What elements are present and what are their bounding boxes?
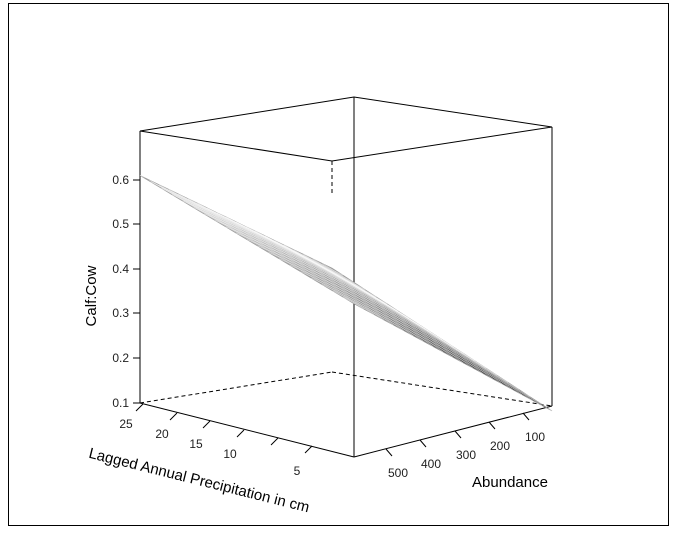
x-tick-label: 10 — [223, 447, 237, 461]
surface-grid-line-precip — [187, 198, 404, 331]
surface-grid — [139, 175, 553, 412]
surface-grid-line-abundance — [321, 284, 520, 390]
y-tick-labels: 500 400 300 200 100 — [388, 430, 545, 480]
y-axis — [385, 412, 530, 457]
y-tick-mark — [419, 439, 427, 448]
surface-grid-line-abundance — [311, 277, 509, 383]
surface-grid-line-precip — [197, 203, 414, 337]
z-tick-label: 0.6 — [112, 173, 129, 187]
x-tick-label: 5 — [294, 464, 301, 478]
y-tick-label: 300 — [456, 448, 476, 462]
surface-grid-line-precip — [149, 179, 365, 310]
surface-grid-line-precip — [139, 175, 355, 304]
y-tick-label: 500 — [388, 466, 408, 480]
box-edge-bottom-right — [353, 405, 553, 458]
z-tick-label: 0.4 — [112, 262, 129, 276]
x-tick-mark — [169, 412, 178, 421]
z-axis — [133, 179, 140, 404]
surface-grid-line-precip — [168, 189, 384, 321]
surface-grid-line-precip — [216, 212, 434, 347]
y-tick-mark — [385, 448, 393, 457]
figure-border — [8, 3, 669, 526]
surface-grid-line-abundance — [300, 271, 498, 376]
z-tick-label: 0.5 — [112, 217, 129, 231]
box-edge-bottom-left — [139, 402, 355, 458]
x-axis — [135, 403, 313, 454]
surface-grid-line-abundance — [332, 290, 531, 397]
surface-grid-line-abundance — [257, 245, 454, 347]
y-tick-label: 400 — [421, 457, 441, 471]
surface-grid-line-precip — [207, 207, 424, 342]
z-tick-label: 0.3 — [112, 306, 129, 320]
y-axis-label: Abundance — [472, 474, 548, 491]
y-tick-mark — [522, 412, 530, 421]
surface-grid-line-abundance — [278, 258, 476, 362]
surface-grid-line-precip — [178, 193, 394, 326]
surface-grid-line-abundance — [343, 297, 542, 405]
x-tick-mark — [304, 445, 313, 454]
surface-grid-line-precip — [226, 216, 444, 353]
box-edge-back-left-hidden — [139, 371, 333, 404]
x-tick-labels: 25 20 15 10 5 — [119, 417, 300, 478]
z-axis-label: Calf:Cow — [83, 265, 100, 326]
x-tick-mark — [236, 429, 245, 438]
top-face — [139, 96, 553, 162]
surface-grid-line-abundance — [353, 303, 553, 412]
x-tick-label: 20 — [155, 427, 169, 441]
y-tick-mark — [454, 430, 462, 439]
z-tick-labels: 0.1 0.2 0.3 0.4 0.5 0.6 — [112, 173, 129, 410]
surface-grid-line-abundance — [289, 264, 487, 369]
x-tick-mark — [270, 437, 279, 446]
x-tick-label: 25 — [119, 417, 133, 431]
surface-grid-line-abundance — [268, 252, 465, 355]
y-tick-label: 200 — [490, 439, 510, 453]
z-tick-label: 0.1 — [112, 396, 129, 410]
x-tick-label: 15 — [189, 437, 203, 451]
bounding-box — [139, 96, 553, 458]
y-tick-label: 100 — [525, 430, 545, 444]
x-axis-label: Lagged Annual Precipitation in cm — [87, 445, 311, 516]
surface-grid-line-precip — [159, 184, 374, 315]
box-edge-back-right-hidden — [331, 371, 553, 407]
z-tick-label: 0.2 — [112, 351, 129, 365]
x-tick-mark — [135, 403, 144, 412]
x-tick-mark — [202, 420, 211, 429]
surface-grid-line-precip — [235, 221, 454, 358]
y-tick-mark — [488, 421, 496, 430]
